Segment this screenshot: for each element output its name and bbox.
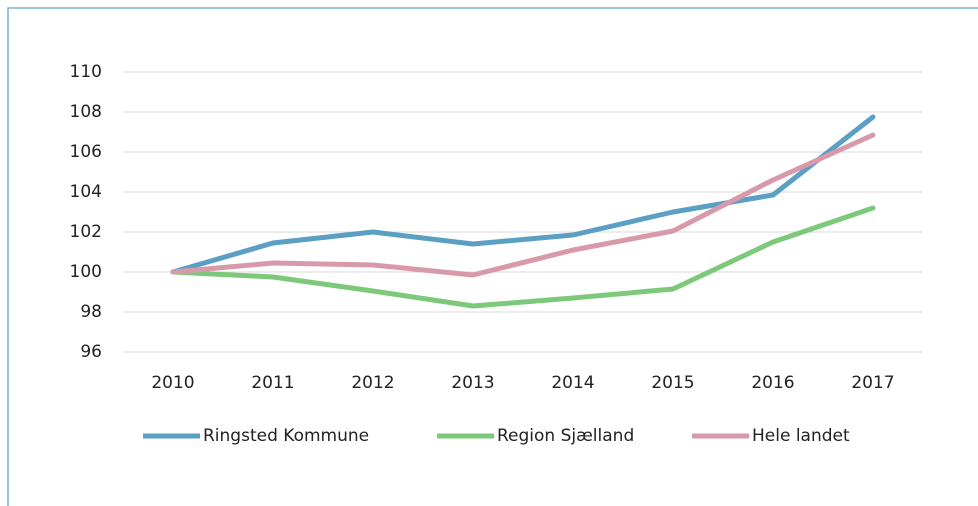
y-tick-label: 102 (70, 222, 102, 242)
frame (7, 7, 978, 506)
legend-label: Hele landet (752, 426, 850, 446)
x-tick-label: 2010 (151, 373, 194, 393)
x-tick-label: 2015 (651, 373, 694, 393)
y-tick-label: 106 (70, 142, 102, 162)
x-tick-label: 2014 (551, 373, 594, 393)
y-tick-label: 108 (70, 102, 102, 122)
x-tick-label: 2013 (451, 373, 494, 393)
x-tick-label: 2016 (751, 373, 794, 393)
series-line (170, 132, 876, 278)
series-line (170, 205, 876, 309)
x-tick-label: 2012 (351, 373, 394, 393)
y-tick-label: 100 (70, 262, 102, 282)
y-tick-label: 110 (70, 62, 102, 82)
y-tick-label: 104 (70, 182, 102, 202)
legend-label: Region Sjælland (497, 426, 634, 446)
x-tick-label: 2011 (251, 373, 294, 393)
x-tick-label: 2017 (851, 373, 894, 393)
y-tick-label: 98 (80, 302, 102, 322)
legend-label: Ringsted Kommune (203, 426, 369, 446)
y-tick-label: 96 (80, 342, 102, 362)
series-line (170, 114, 876, 275)
